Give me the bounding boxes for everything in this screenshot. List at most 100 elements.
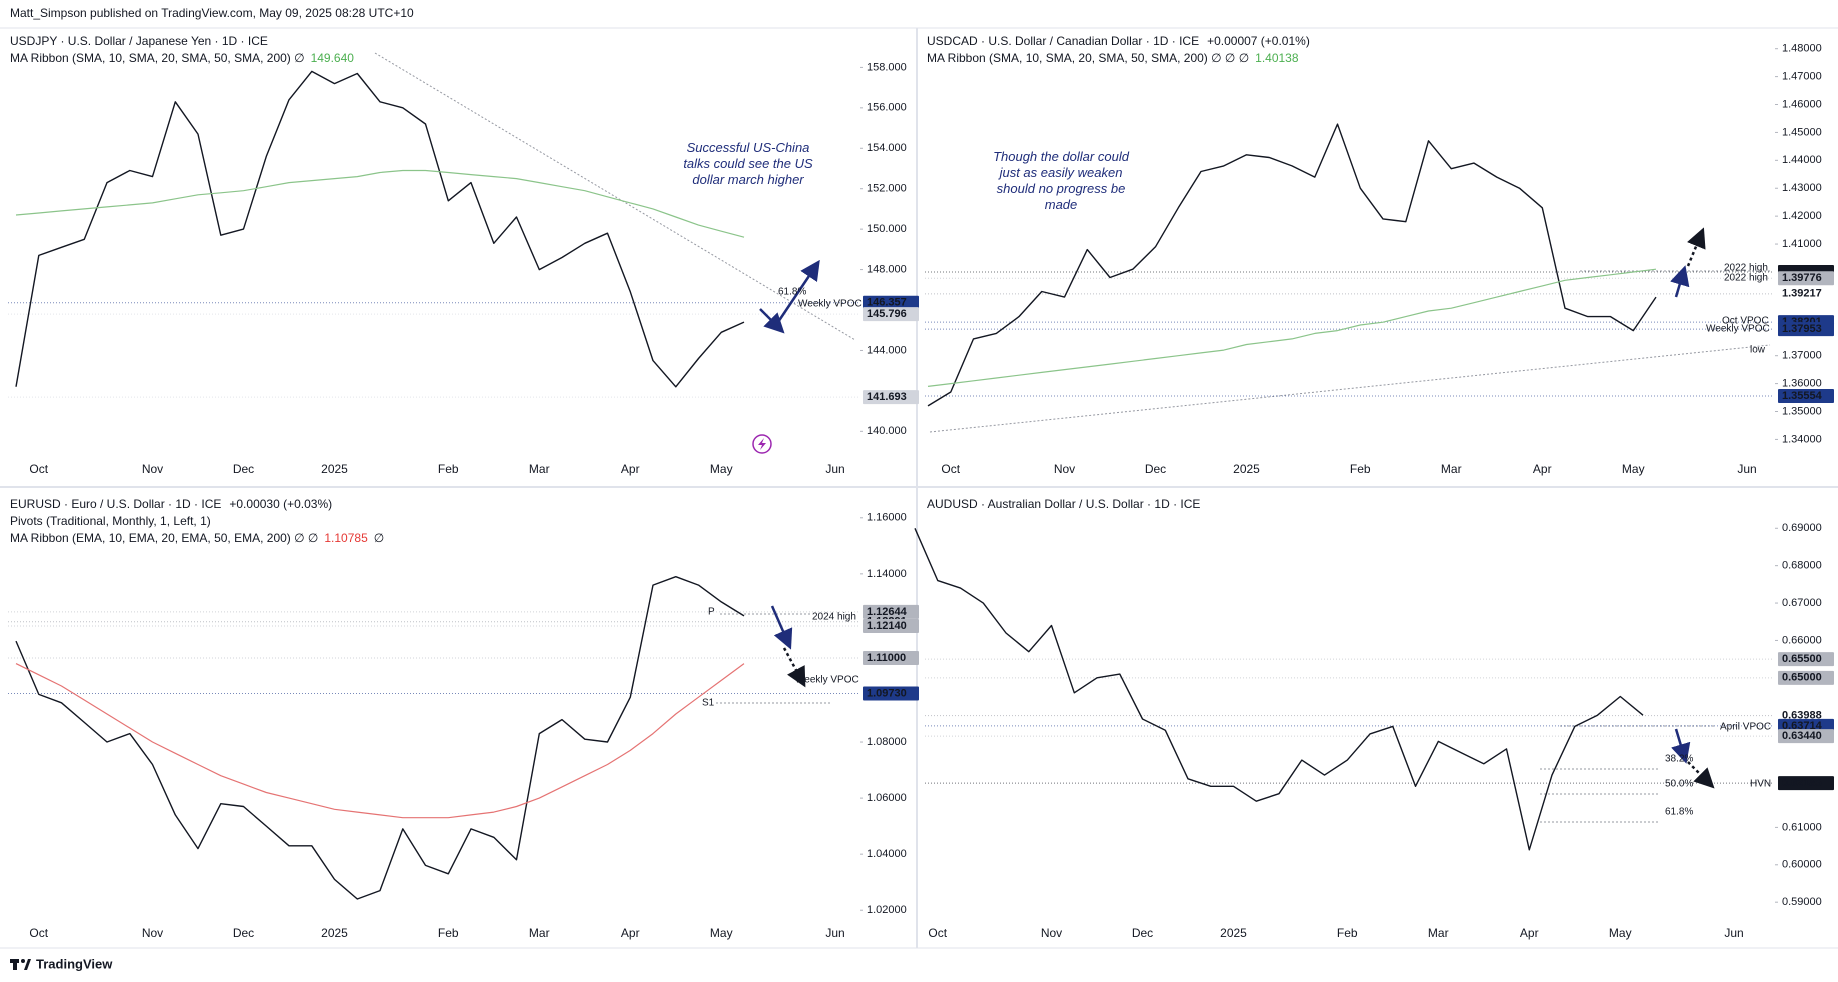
annotation-label: HVN	[1750, 779, 1771, 790]
footer: TradingView	[36, 956, 113, 971]
y-tick-label: 1.08000	[867, 736, 907, 748]
price-badge-label: 1.37953	[1782, 323, 1822, 335]
y-tick-label: 0.66000	[1782, 634, 1822, 646]
y-tick-label: 0.68000	[1782, 560, 1822, 572]
x-tick-label: Feb	[1337, 926, 1358, 940]
y-tick-label: 0.60000	[1782, 859, 1822, 871]
y-tick-label: 0.69000	[1782, 522, 1822, 534]
price-badge-label: 145.796	[867, 308, 907, 320]
y-tick-label: 1.47000	[1782, 71, 1822, 83]
x-tick-label: Mar	[529, 926, 550, 940]
indicator-name: Pivots (Traditional, Monthly, 1, Left, 1…	[10, 514, 211, 528]
x-tick-label: 2025	[321, 462, 348, 476]
price-badge	[863, 604, 919, 619]
annotation-label: Weekly VPOC	[1706, 324, 1770, 335]
indicator: MA Ribbon (SMA, 10, SMA, 20, SMA, 50, SM…	[10, 51, 354, 65]
chart-title: USDJPY · U.S. Dollar / Japanese Yen · 1D…	[10, 34, 268, 48]
x-tick-label: Apr	[1533, 462, 1552, 476]
price-badge-label: 1.39776	[1782, 272, 1822, 284]
annotation: Though the dollar could just as easily w…	[993, 149, 1129, 212]
y-tick-label: 1.44000	[1782, 154, 1822, 166]
price-badge-label: 1.12644	[867, 606, 908, 618]
annotation-label: 2024 high	[812, 612, 856, 623]
price-badge	[1778, 729, 1834, 744]
indicator: Pivots (Traditional, Monthly, 1, Left, 1…	[10, 514, 211, 528]
y-tick-label: 1.02000	[867, 904, 907, 916]
x-tick-label: Apr	[621, 462, 640, 476]
indicator-name: MA Ribbon (EMA, 10, EMA, 20, EMA, 50, EM…	[10, 531, 318, 545]
price-badge-label: 0.63988	[1782, 710, 1822, 722]
y-tick-label: 1.06000	[867, 792, 907, 804]
price-badge	[1778, 776, 1834, 791]
price-badge	[1778, 322, 1834, 337]
x-tick-label: Feb	[438, 926, 459, 940]
price-badge-label: 146.357	[867, 297, 907, 309]
price-line	[927, 123, 1657, 407]
price-badge-label: 1.39217	[1782, 288, 1822, 300]
price-badge-label: 1.11000	[867, 652, 906, 664]
arrow	[782, 647, 806, 688]
y-tick-label: 1.36000	[1782, 378, 1822, 390]
x-tick-label: May	[710, 926, 733, 940]
annotation-label: 38.2%	[1665, 754, 1693, 765]
price-badge	[863, 295, 919, 310]
x-tick-label: Feb	[1350, 462, 1371, 476]
x-tick-label: Apr	[621, 926, 640, 940]
y-tick-label: 1.04000	[867, 848, 907, 860]
price-line	[914, 528, 1644, 851]
price-badge	[863, 390, 919, 405]
price-badge	[863, 618, 919, 633]
price-line	[15, 576, 745, 900]
annotation-label: April VPOC	[1720, 722, 1771, 733]
chart-title: USDCAD · U.S. Dollar / Canadian Dollar ·…	[927, 34, 1310, 48]
x-tick-label: Dec	[1145, 462, 1166, 476]
annotation-label: Weekly VPOC	[795, 675, 859, 686]
indicator-suffix: ∅	[374, 531, 384, 545]
x-tick-label: 2025	[1220, 926, 1247, 940]
y-tick-label: 156.000	[867, 102, 907, 114]
chart-title: AUDUSD · Australian Dollar / U.S. Dollar…	[927, 497, 1200, 511]
x-tick-label: Nov	[1054, 462, 1075, 476]
x-tick-label: Jun	[1737, 462, 1756, 476]
annotation: Successful US-China talks could see the …	[683, 140, 813, 187]
indicator-name: MA Ribbon (SMA, 10, SMA, 20, SMA, 50, SM…	[10, 51, 305, 65]
arrow	[1671, 728, 1691, 764]
price-badge	[1778, 652, 1834, 667]
y-tick-label: 1.43000	[1782, 182, 1822, 194]
annotation-label: Oct VPOC	[1722, 316, 1769, 327]
y-tick-label: 158.000	[867, 61, 907, 73]
header: Matt_Simpson published on TradingView.co…	[10, 6, 414, 20]
alert-icon	[752, 434, 772, 454]
price-badge	[863, 307, 919, 322]
price-badge-label: 0.63440	[1782, 730, 1822, 742]
price-change: +0.00007 (+0.01%)	[1207, 34, 1310, 48]
x-tick-label: May	[1622, 462, 1645, 476]
x-tick-label: Oct	[941, 462, 960, 476]
y-tick-label: 0.59000	[1782, 896, 1822, 908]
annotation-label: low	[1750, 345, 1766, 356]
annotation-label: 2022 high	[1724, 263, 1768, 274]
x-tick-label: 2025	[321, 926, 348, 940]
arrow	[1686, 227, 1706, 267]
x-tick-label: Feb	[438, 462, 459, 476]
y-tick-label: 1.16000	[867, 512, 907, 524]
x-tick-label: Apr	[1520, 926, 1539, 940]
arrow	[1670, 265, 1690, 298]
logo	[10, 959, 31, 970]
arrow	[770, 605, 793, 650]
y-tick-label: 1.37000	[1782, 350, 1822, 362]
x-tick-label: Nov	[142, 462, 163, 476]
annotation-label: 2022 high	[1724, 273, 1768, 284]
indicator-value: 1.40138	[1255, 51, 1299, 65]
price-badge	[1778, 271, 1834, 286]
price-badge-label: 0.63714	[1782, 720, 1823, 732]
x-tick-label: Dec	[233, 462, 254, 476]
x-tick-label: May	[710, 462, 733, 476]
ma-line	[15, 169, 745, 238]
price-change: +0.00030 (+0.03%)	[229, 497, 332, 511]
y-tick-label: 148.000	[867, 263, 907, 275]
symbol-title: USDCAD · U.S. Dollar / Canadian Dollar ·…	[927, 34, 1199, 48]
